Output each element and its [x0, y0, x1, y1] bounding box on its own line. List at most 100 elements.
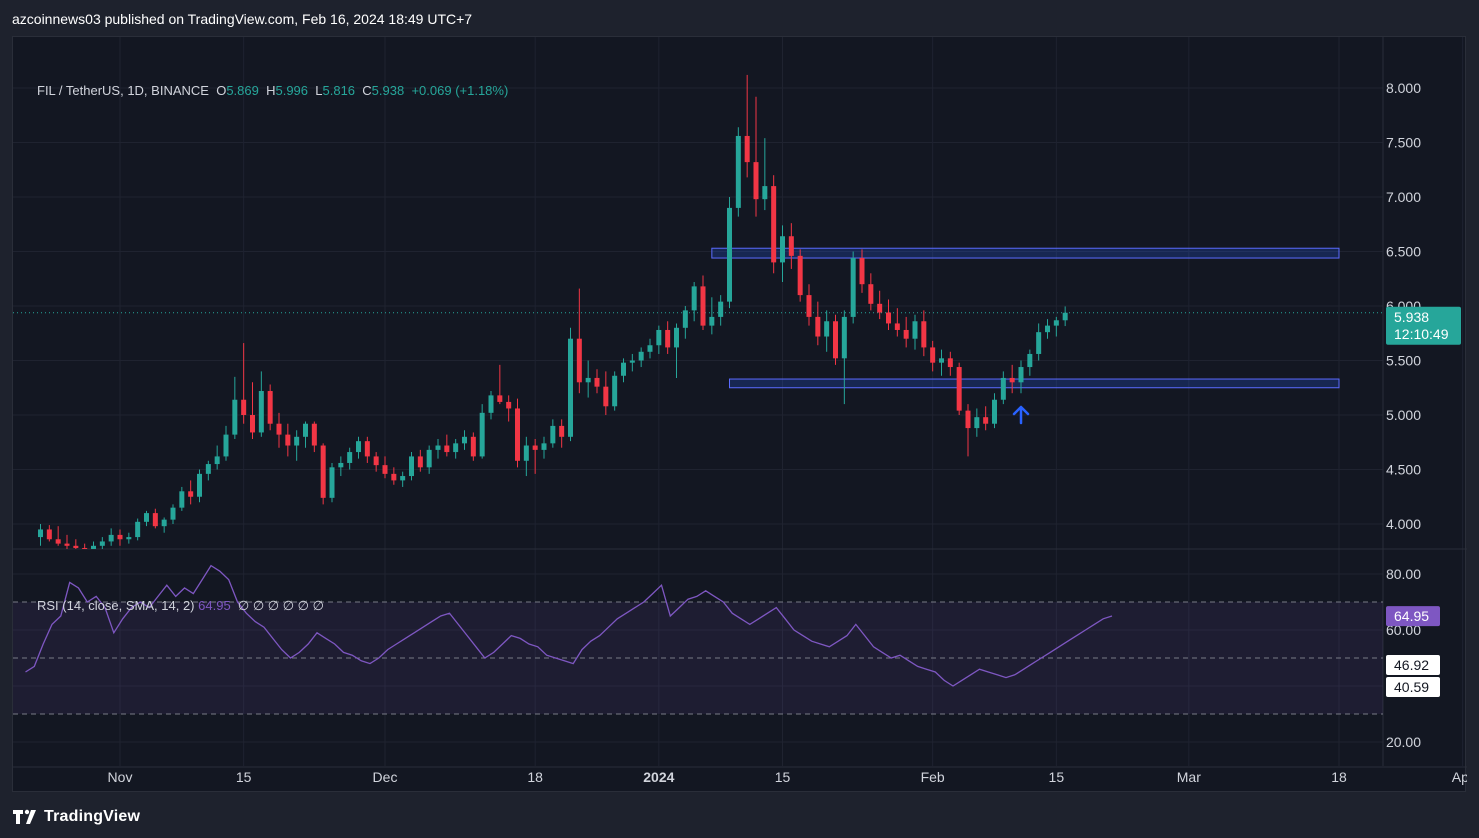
candle-body: [930, 347, 936, 363]
candle-body: [479, 412, 485, 457]
candle: [594, 369, 600, 394]
open-value: 5.869: [226, 83, 259, 98]
high-value: 5.996: [275, 83, 309, 98]
candle: [735, 127, 741, 217]
candle: [797, 249, 803, 302]
rsi-legend[interactable]: RSI (14, close, SMA, 14, 2) 64.95 ∅ ∅ ∅ …: [37, 598, 324, 614]
candle-body: [983, 417, 989, 424]
candle: [585, 360, 591, 398]
candle: [1000, 371, 1006, 405]
candle-body: [894, 323, 900, 330]
candle: [1053, 316, 1059, 337]
candle: [629, 353, 635, 372]
candle-body: [568, 338, 573, 437]
candle: [771, 175, 777, 274]
candle-body: [382, 465, 388, 474]
candle-body: [46, 529, 52, 540]
candle: [55, 526, 61, 546]
candle-body: [594, 377, 600, 387]
candle-body: [903, 329, 909, 339]
candle-body: [223, 434, 229, 457]
candle-body: [682, 310, 688, 328]
low-value: 5.816: [322, 83, 356, 98]
candle: [250, 382, 255, 439]
candle: [91, 541, 96, 549]
candle: [241, 343, 247, 424]
candle: [930, 340, 936, 372]
candle-body: [391, 473, 397, 481]
candle-body: [753, 162, 759, 200]
candle-body: [250, 415, 255, 433]
candle-body: [426, 449, 432, 468]
candle-body: [497, 395, 503, 402]
candle-body: [762, 186, 768, 200]
candle: [99, 537, 105, 549]
candle: [479, 404, 485, 459]
candle-body: [1027, 353, 1033, 368]
candle: [117, 529, 123, 546]
top-bar: azcoinnews03 published on TradingView.co…: [0, 0, 1479, 36]
candle-body: [859, 258, 865, 285]
time-tick-label: Mar: [1177, 769, 1201, 785]
candle-body: [1009, 377, 1015, 383]
candle: [815, 301, 821, 346]
candle: [709, 297, 715, 335]
candle-body: [965, 410, 971, 429]
price-legend[interactable]: FIL / TetherUS, 1D, BINANCE O5.869 H5.99…: [37, 83, 508, 98]
time-tick-label: 15: [1049, 769, 1065, 785]
candle: [320, 443, 326, 505]
candle: [903, 316, 909, 348]
candle-body: [126, 537, 132, 540]
chart-frame[interactable]: 4.000 4.500 5.000 5.500 6.000 6.500 7.000 7.500…: [12, 36, 1467, 793]
candle-body: [276, 423, 282, 435]
symbol-label[interactable]: FIL / TetherUS, 1D, BINANCE: [37, 83, 209, 98]
candle-body: [1000, 377, 1006, 400]
candle: [188, 480, 194, 505]
candle-body: [559, 425, 565, 437]
candle-body: [735, 135, 741, 208]
candle: [868, 273, 874, 311]
candle: [73, 539, 79, 549]
candle-body: [815, 316, 821, 337]
candle: [603, 371, 609, 415]
candle: [214, 445, 220, 470]
candle: [294, 430, 300, 461]
candle-body: [947, 358, 953, 368]
candle-body: [179, 491, 185, 508]
candle: [647, 338, 653, 359]
rsi-label[interactable]: RSI (14, close, SMA, 14, 2): [37, 598, 195, 613]
candle: [126, 532, 132, 544]
candle-body: [877, 303, 883, 313]
candle-body: [135, 521, 141, 538]
candle-body: [992, 399, 997, 424]
change-value: +0.069 (+1.18%): [411, 83, 509, 98]
candle-body: [771, 186, 777, 263]
candle-body: [744, 135, 750, 163]
candle: [488, 391, 494, 420]
candle-body: [64, 543, 70, 546]
chart-canvas[interactable]: 4.0004.5005.0005.5006.0006.5007.0007.500…: [13, 37, 1467, 793]
candle-body: [656, 329, 662, 346]
candle-body: [886, 312, 891, 324]
candle-body: [435, 445, 441, 450]
candle: [718, 295, 724, 326]
time-tick-label: Feb: [921, 769, 945, 785]
candle: [886, 299, 891, 330]
candle: [38, 524, 43, 546]
price-tick-label: 5.000: [1386, 407, 1421, 423]
price-tick-label: 6.500: [1386, 244, 1421, 260]
candle: [303, 421, 308, 448]
candle: [144, 510, 149, 527]
arrow-path: [1012, 405, 1030, 425]
footer: TradingView: [12, 806, 140, 828]
price-tick-label: 4.000: [1386, 516, 1421, 532]
candle: [356, 436, 361, 459]
time-tick-label: 18: [1331, 769, 1347, 785]
candle-body: [38, 529, 43, 538]
time-tick-label: 15: [236, 769, 252, 785]
candle: [1045, 319, 1050, 339]
candle-body: [462, 436, 467, 444]
candle-body: [912, 321, 918, 339]
candle-body: [258, 391, 264, 433]
candle: [983, 406, 989, 431]
